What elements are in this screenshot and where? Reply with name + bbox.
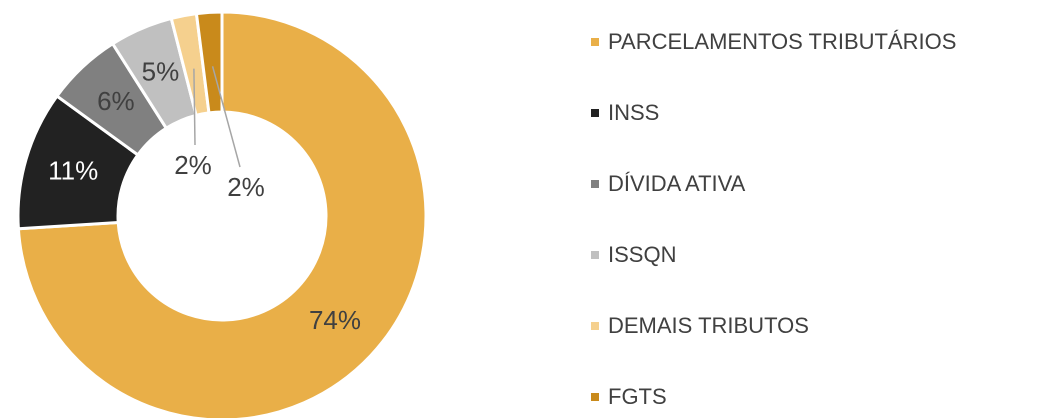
legend-marker (591, 180, 599, 188)
leader-line (211, 66, 241, 168)
legend-label: FGTS (608, 384, 667, 409)
leader-line (193, 68, 196, 146)
value-label: 2% (227, 172, 265, 202)
value-label: 5% (142, 57, 180, 87)
legend-marker (591, 38, 599, 46)
legend-marker (591, 322, 599, 330)
legend-label: DEMAIS TRIBUTOS (608, 313, 809, 338)
value-label: 6% (97, 86, 135, 116)
legend-label: ISSQN (608, 242, 676, 267)
value-label: 2% (174, 150, 212, 180)
legend-label: INSS (608, 100, 659, 125)
legend-marker (591, 251, 599, 259)
legend-marker (591, 109, 599, 117)
donut-slice (194, 10, 224, 115)
legend-marker (591, 393, 599, 401)
value-label: 11% (48, 156, 98, 186)
legend-label: PARCELAMENTOS TRIBUTÁRIOS (608, 29, 956, 54)
legend-label: DÍVIDA ATIVA (608, 171, 746, 196)
value-label: 74% (309, 305, 361, 335)
donut-slice (16, 10, 428, 418)
